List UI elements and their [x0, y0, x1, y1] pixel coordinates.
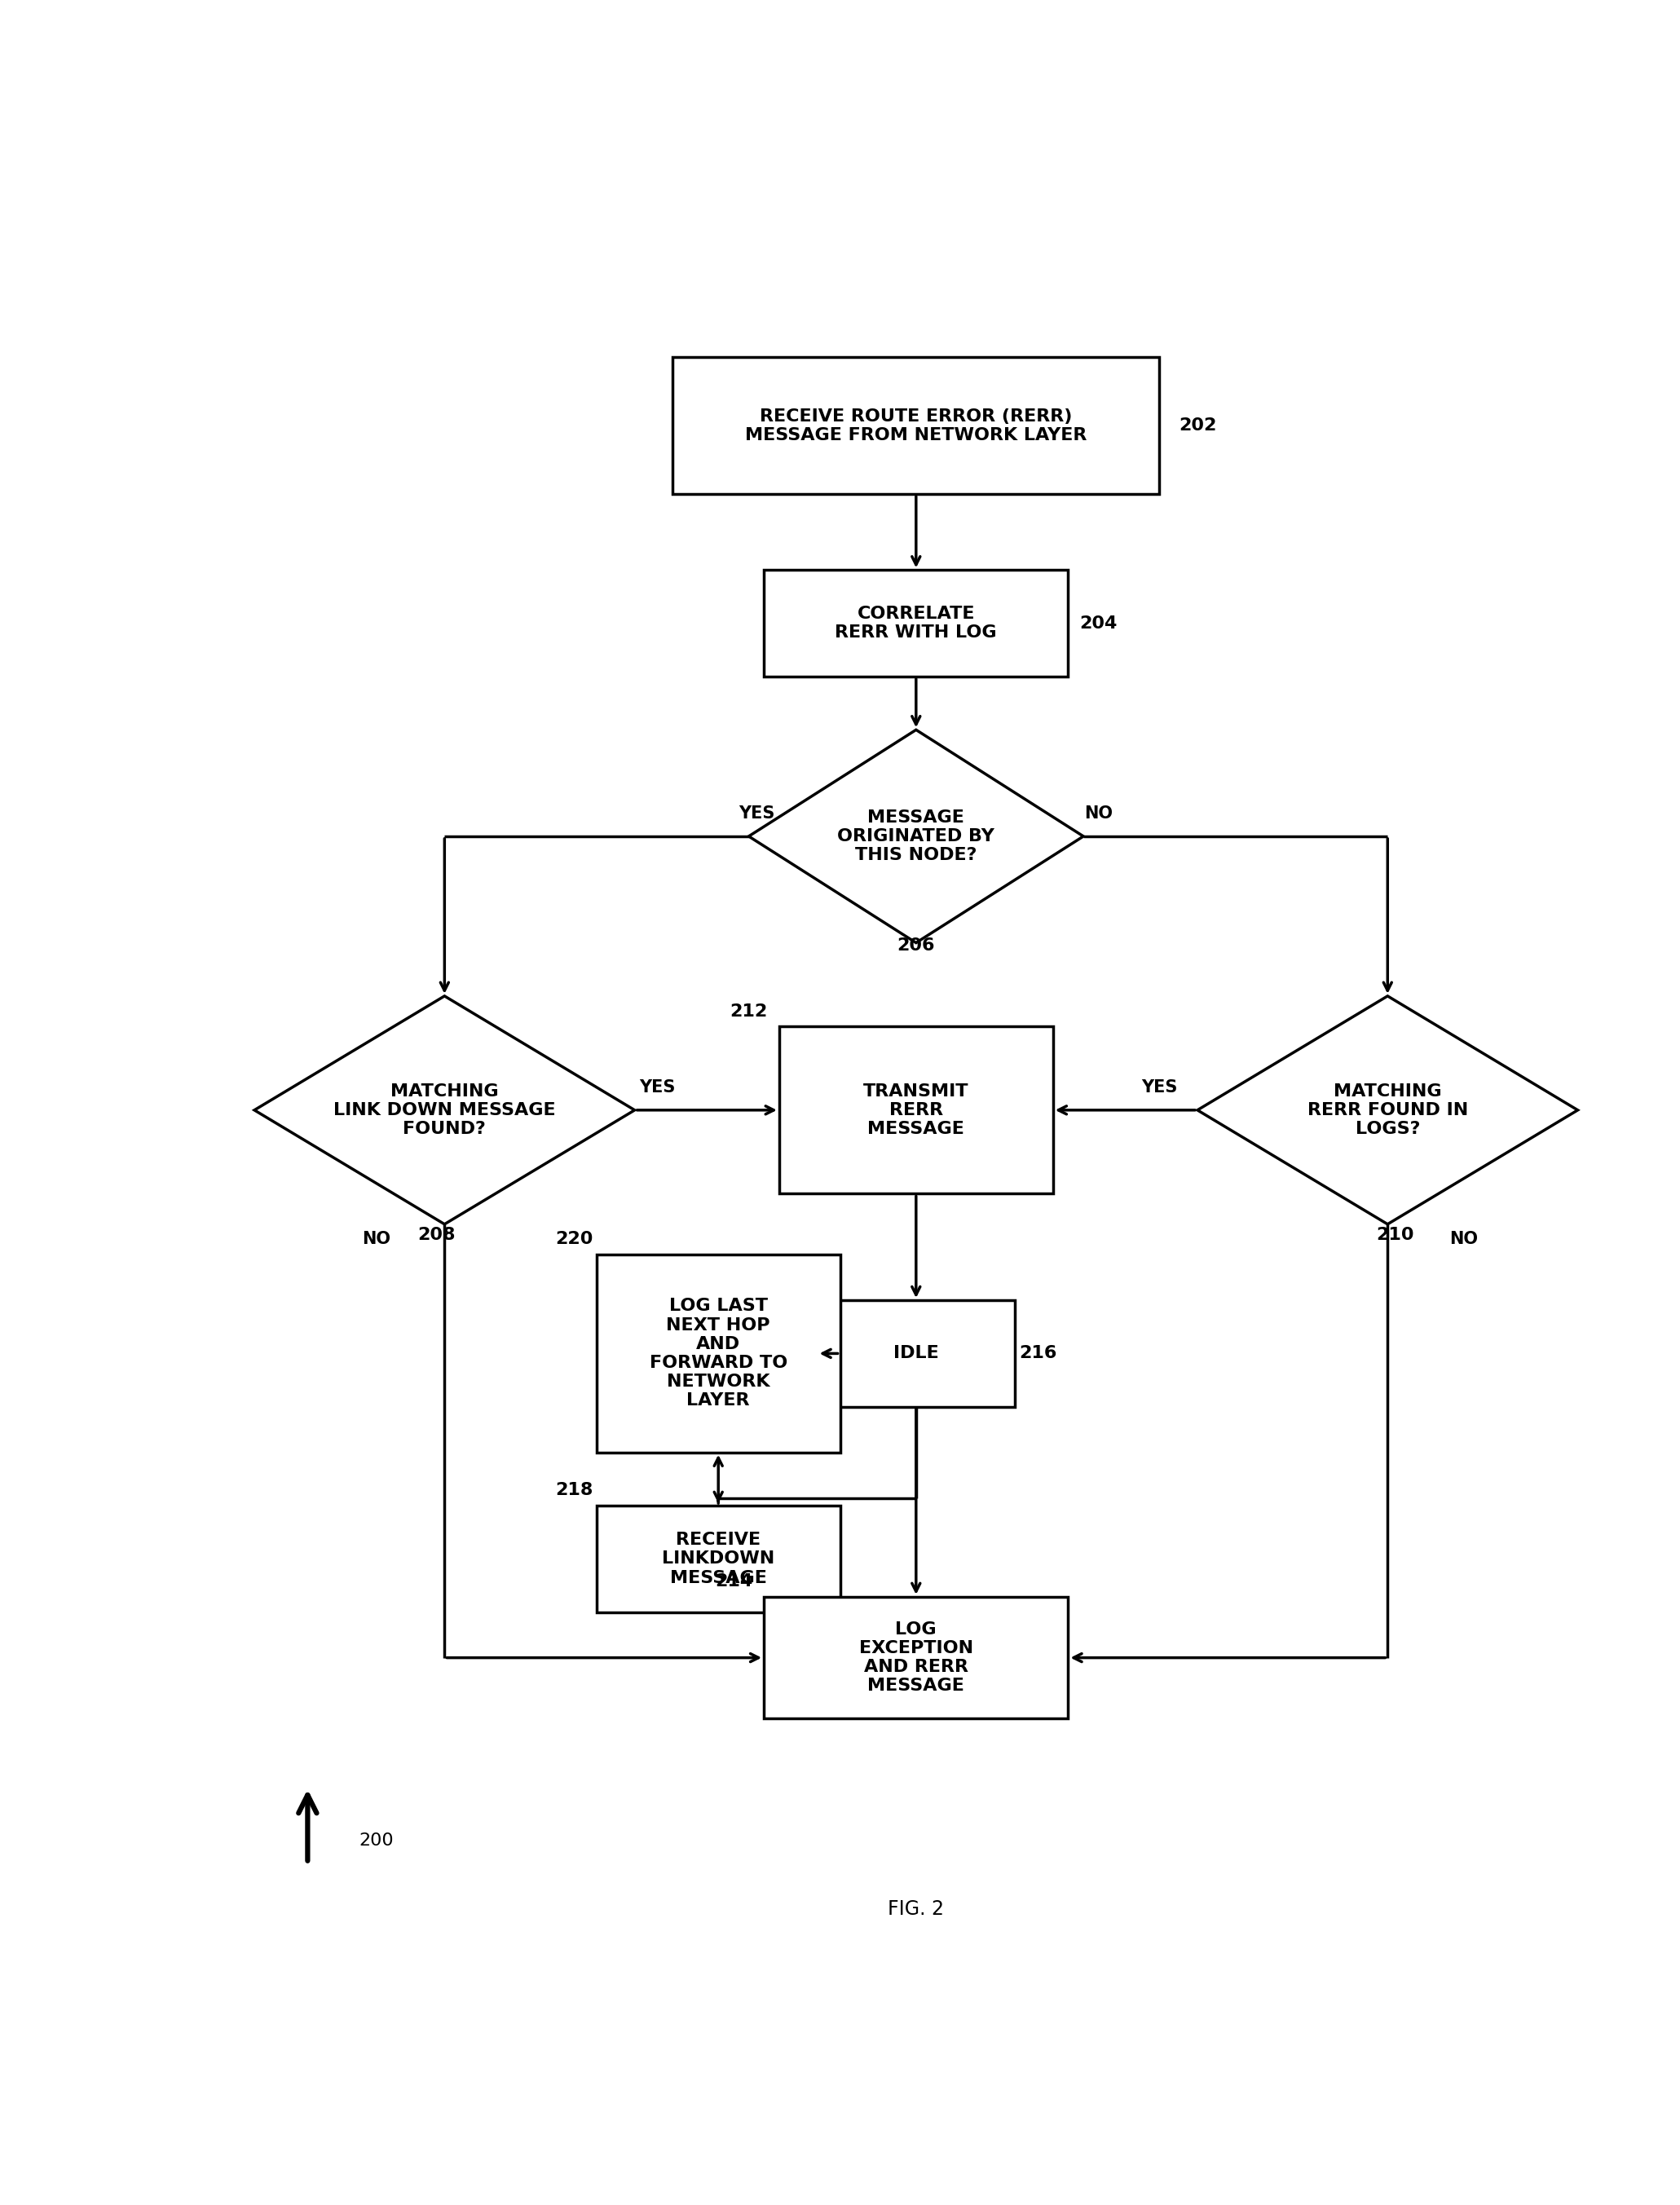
Text: 216: 216	[1018, 1345, 1057, 1363]
Text: 208: 208	[418, 1226, 455, 1244]
Text: YES: YES	[640, 1078, 675, 1096]
Text: LOG
EXCEPTION
AND RERR
MESSAGE: LOG EXCEPTION AND RERR MESSAGE	[858, 1621, 973, 1693]
Text: YES: YES	[1141, 1078, 1178, 1096]
Text: LOG LAST
NEXT HOP
AND
FORWARD TO
NETWORK
LAYER: LOG LAST NEXT HOP AND FORWARD TO NETWORK…	[650, 1299, 788, 1409]
Text: IDLE: IDLE	[894, 1345, 939, 1363]
Text: MATCHING
LINK DOWN MESSAGE
FOUND?: MATCHING LINK DOWN MESSAGE FOUND?	[333, 1083, 556, 1138]
Text: 214: 214	[714, 1574, 753, 1590]
Text: 204: 204	[1080, 615, 1117, 631]
Text: RECEIVE ROUTE ERROR (RERR)
MESSAGE FROM NETWORK LAYER: RECEIVE ROUTE ERROR (RERR) MESSAGE FROM …	[746, 408, 1087, 443]
Text: FIG. 2: FIG. 2	[889, 1899, 944, 1918]
Text: RECEIVE
LINKDOWN
MESSAGE: RECEIVE LINKDOWN MESSAGE	[662, 1532, 774, 1585]
Text: YES: YES	[738, 805, 774, 822]
Bar	[764, 1596, 1068, 1718]
Bar	[672, 357, 1159, 494]
Bar	[780, 1028, 1053, 1193]
Text: MATCHING
RERR FOUND IN
LOGS?: MATCHING RERR FOUND IN LOGS?	[1307, 1083, 1468, 1138]
Text: 210: 210	[1376, 1226, 1415, 1244]
Text: TRANSMIT
RERR
MESSAGE: TRANSMIT RERR MESSAGE	[864, 1083, 969, 1138]
Text: 202: 202	[1179, 417, 1216, 434]
Bar	[596, 1506, 840, 1612]
Text: CORRELATE
RERR WITH LOG: CORRELATE RERR WITH LOG	[835, 606, 996, 642]
Text: 206: 206	[897, 937, 936, 955]
Polygon shape	[254, 997, 635, 1224]
Text: 212: 212	[729, 1003, 768, 1019]
Bar	[596, 1255, 840, 1453]
Text: MESSAGE
ORIGINATED BY
THIS NODE?: MESSAGE ORIGINATED BY THIS NODE?	[837, 809, 995, 864]
Bar	[764, 571, 1068, 677]
Text: 218: 218	[554, 1482, 593, 1499]
Text: 200: 200	[360, 1832, 393, 1848]
Text: NO: NO	[1450, 1230, 1478, 1248]
Text: 220: 220	[554, 1230, 593, 1248]
Text: NO: NO	[1084, 805, 1112, 822]
Polygon shape	[1198, 997, 1578, 1224]
Text: NO: NO	[361, 1230, 390, 1248]
Bar	[816, 1301, 1015, 1407]
Polygon shape	[749, 730, 1084, 944]
